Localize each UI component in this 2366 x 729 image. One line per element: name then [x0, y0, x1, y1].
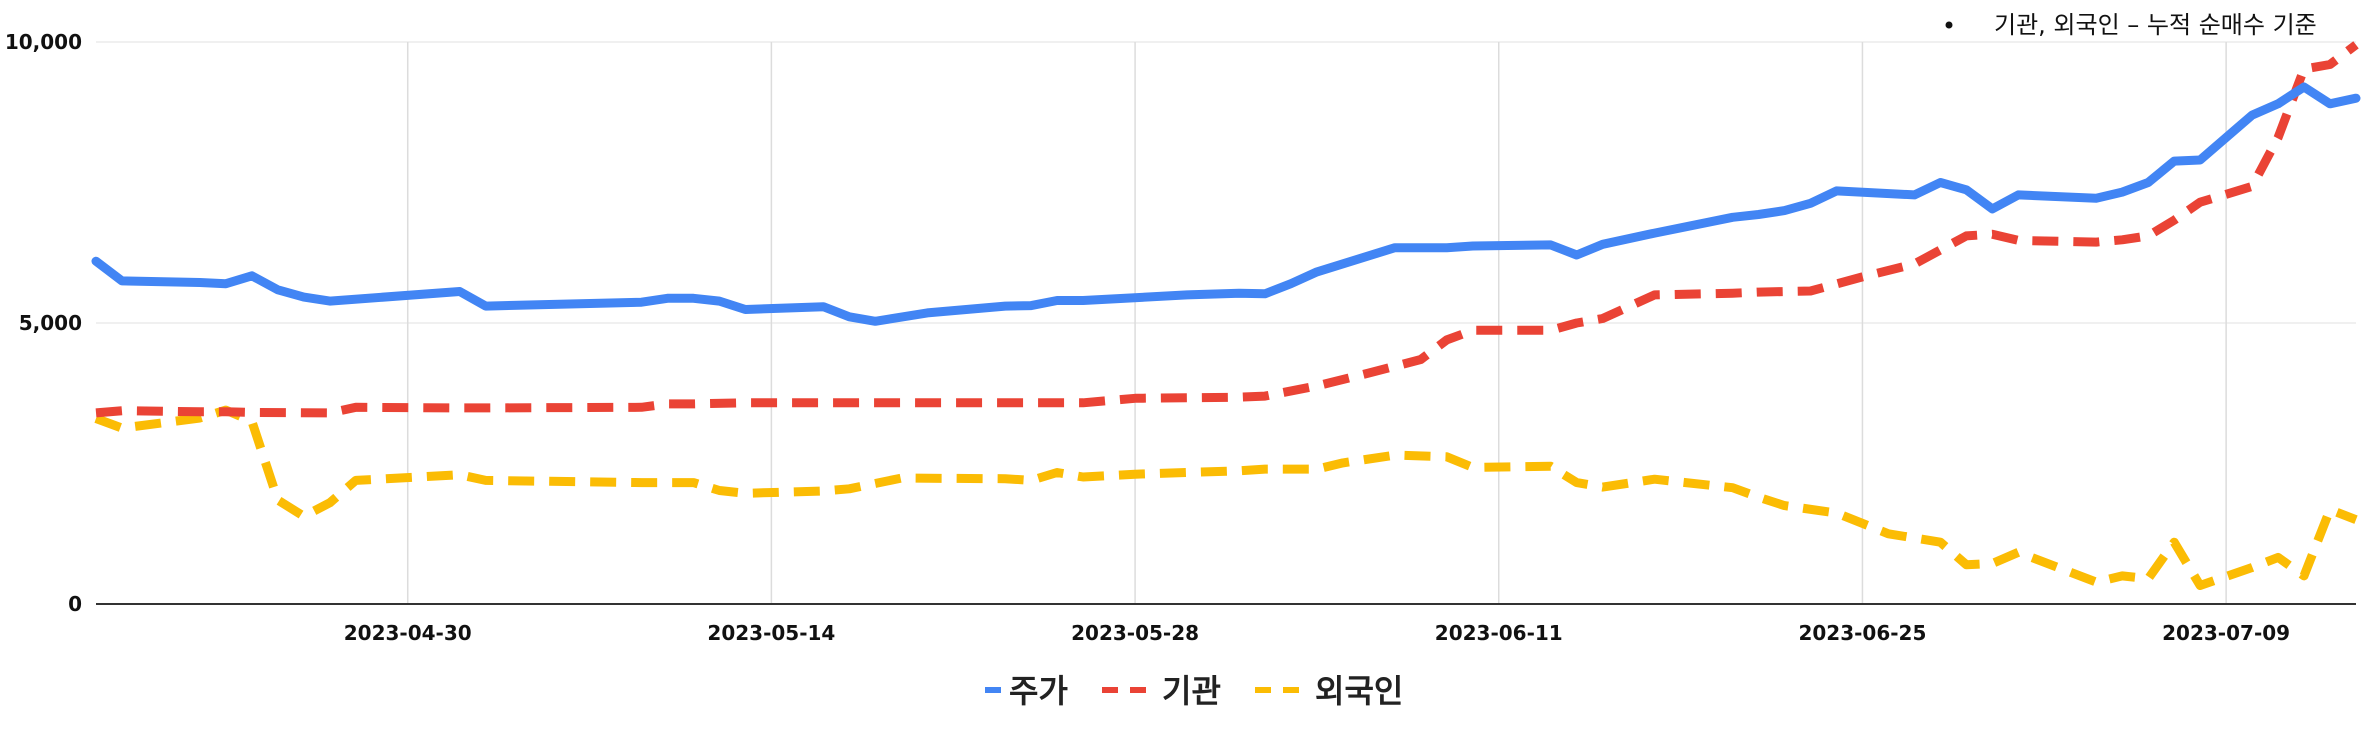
legend: 주가 기관 외국인 [985, 672, 1403, 710]
x-tick-label: 2023-05-14 [707, 621, 835, 645]
annotation-text: 기관, 외국인 – 누적 순매수 기준 [1994, 11, 2317, 39]
series-line-foreign [94, 405, 2358, 590]
series-layer [91, 41, 2361, 590]
legend-label: 기관 [1162, 672, 1221, 710]
legend-label: 주가 [1009, 672, 1068, 710]
series-line-price [91, 82, 2361, 326]
legend-label: 외국인 [1315, 672, 1403, 710]
y-tick-label: 5,000 [19, 311, 82, 335]
annotation: 기관, 외국인 – 누적 순매수 기준 [1945, 11, 2317, 39]
x-tick-label: 2023-05-28 [1071, 621, 1199, 645]
x-tick-label: 2023-06-25 [1798, 621, 1926, 645]
series-line-institution [95, 41, 2359, 418]
x-tick-label: 2023-07-09 [2162, 621, 2290, 645]
annotation-bullet [1945, 21, 1953, 29]
grid-layer [96, 41, 2356, 604]
y-tick-label: 10,000 [5, 30, 82, 54]
y-tick-label: 0 [68, 592, 82, 616]
x-tick-label: 2023-04-30 [344, 621, 472, 645]
x-tick-label: 2023-06-11 [1435, 621, 1563, 645]
axis-layer: 0 5,000 10,000 2023-04-30 2023-05-14 2023-05-… [5, 30, 2356, 645]
